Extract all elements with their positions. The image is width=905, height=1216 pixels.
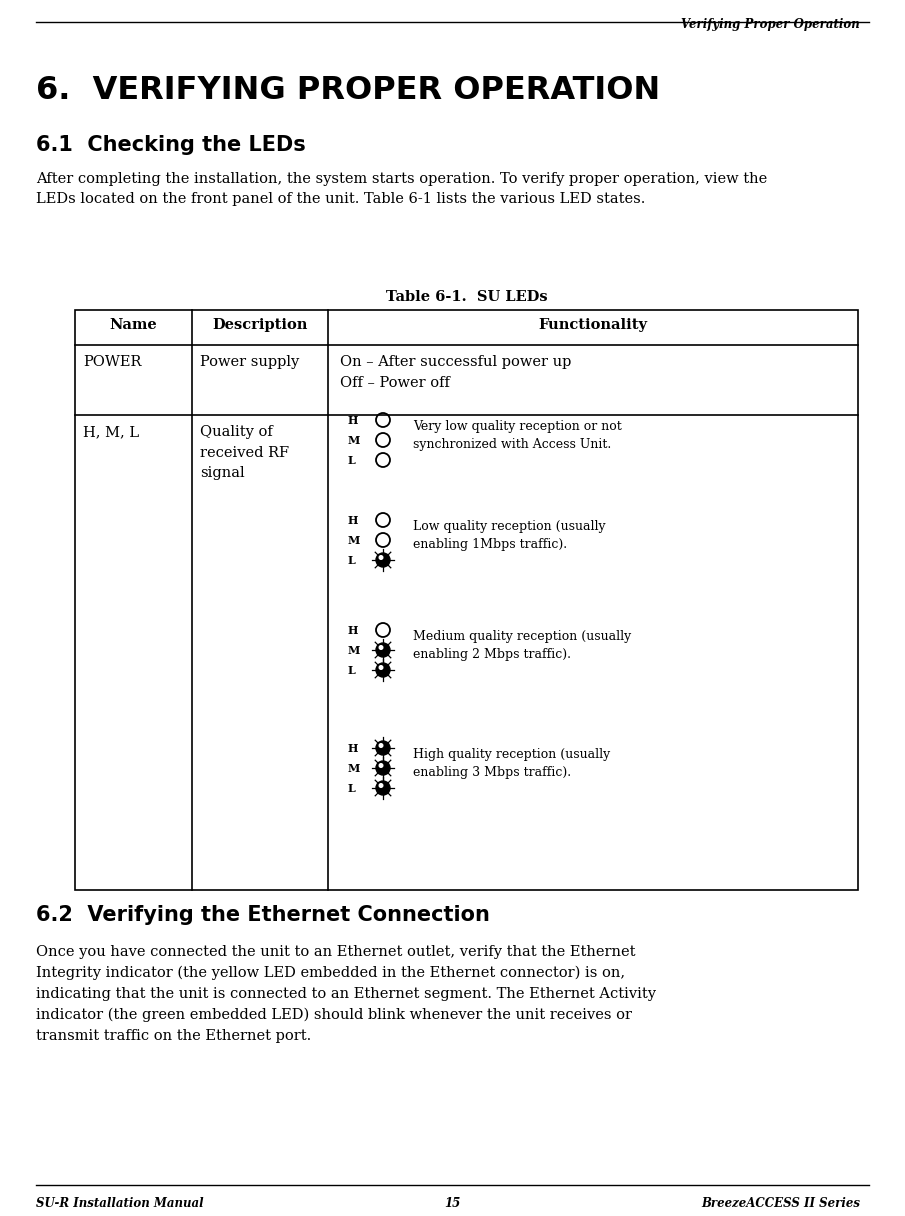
Bar xyxy=(75,310,858,890)
Text: H, M, L: H, M, L xyxy=(83,426,139,439)
Text: L: L xyxy=(348,554,356,565)
Text: Functionality: Functionality xyxy=(538,319,647,332)
Text: Medium quality reception (usually
enabling 2 Mbps traffic).: Medium quality reception (usually enabli… xyxy=(413,630,632,662)
Text: After completing the installation, the system starts operation. To verify proper: After completing the installation, the s… xyxy=(36,171,767,206)
Text: L: L xyxy=(348,455,356,466)
Text: L: L xyxy=(348,783,356,794)
Text: High quality reception (usually
enabling 3 Mbps traffic).: High quality reception (usually enabling… xyxy=(413,748,610,779)
Circle shape xyxy=(379,665,383,669)
Text: Table 6-1.  SU LEDs: Table 6-1. SU LEDs xyxy=(386,289,548,304)
Text: M: M xyxy=(348,535,360,546)
Text: H: H xyxy=(348,743,358,754)
Circle shape xyxy=(379,556,383,559)
Text: M: M xyxy=(348,762,360,773)
Text: Name: Name xyxy=(110,319,157,332)
Circle shape xyxy=(379,646,383,649)
Text: 15: 15 xyxy=(443,1197,460,1210)
Circle shape xyxy=(379,744,383,748)
Circle shape xyxy=(376,741,390,755)
Circle shape xyxy=(376,643,390,657)
Text: M: M xyxy=(348,434,360,445)
Circle shape xyxy=(376,781,390,795)
Text: SU-R Installation Manual: SU-R Installation Manual xyxy=(36,1197,204,1210)
Circle shape xyxy=(376,553,390,567)
Text: H: H xyxy=(348,514,358,525)
Text: H: H xyxy=(348,625,358,636)
Text: Power supply: Power supply xyxy=(200,355,300,368)
Text: On – After successful power up
Off – Power off: On – After successful power up Off – Pow… xyxy=(340,355,571,389)
Text: H: H xyxy=(348,415,358,426)
Text: 6.1  Checking the LEDs: 6.1 Checking the LEDs xyxy=(36,135,306,154)
Circle shape xyxy=(379,764,383,767)
Circle shape xyxy=(379,783,383,787)
Text: L: L xyxy=(348,664,356,676)
Text: Very low quality reception or not
synchronized with Access Unit.: Very low quality reception or not synchr… xyxy=(413,420,622,451)
Text: Verifying Proper Operation: Verifying Proper Operation xyxy=(681,18,860,30)
Circle shape xyxy=(376,761,390,775)
Text: M: M xyxy=(348,644,360,655)
Text: 6.2  Verifying the Ethernet Connection: 6.2 Verifying the Ethernet Connection xyxy=(36,905,490,925)
Text: Once you have connected the unit to an Ethernet outlet, verify that the Ethernet: Once you have connected the unit to an E… xyxy=(36,945,656,1042)
Text: Low quality reception (usually
enabling 1Mbps traffic).: Low quality reception (usually enabling … xyxy=(413,520,605,551)
Circle shape xyxy=(376,663,390,677)
Text: Description: Description xyxy=(213,319,308,332)
Text: 6.  VERIFYING PROPER OPERATION: 6. VERIFYING PROPER OPERATION xyxy=(36,75,661,106)
Text: POWER: POWER xyxy=(83,355,141,368)
Text: Quality of
received RF
signal: Quality of received RF signal xyxy=(200,426,289,480)
Text: BreezeACCESS II Series: BreezeACCESS II Series xyxy=(701,1197,860,1210)
